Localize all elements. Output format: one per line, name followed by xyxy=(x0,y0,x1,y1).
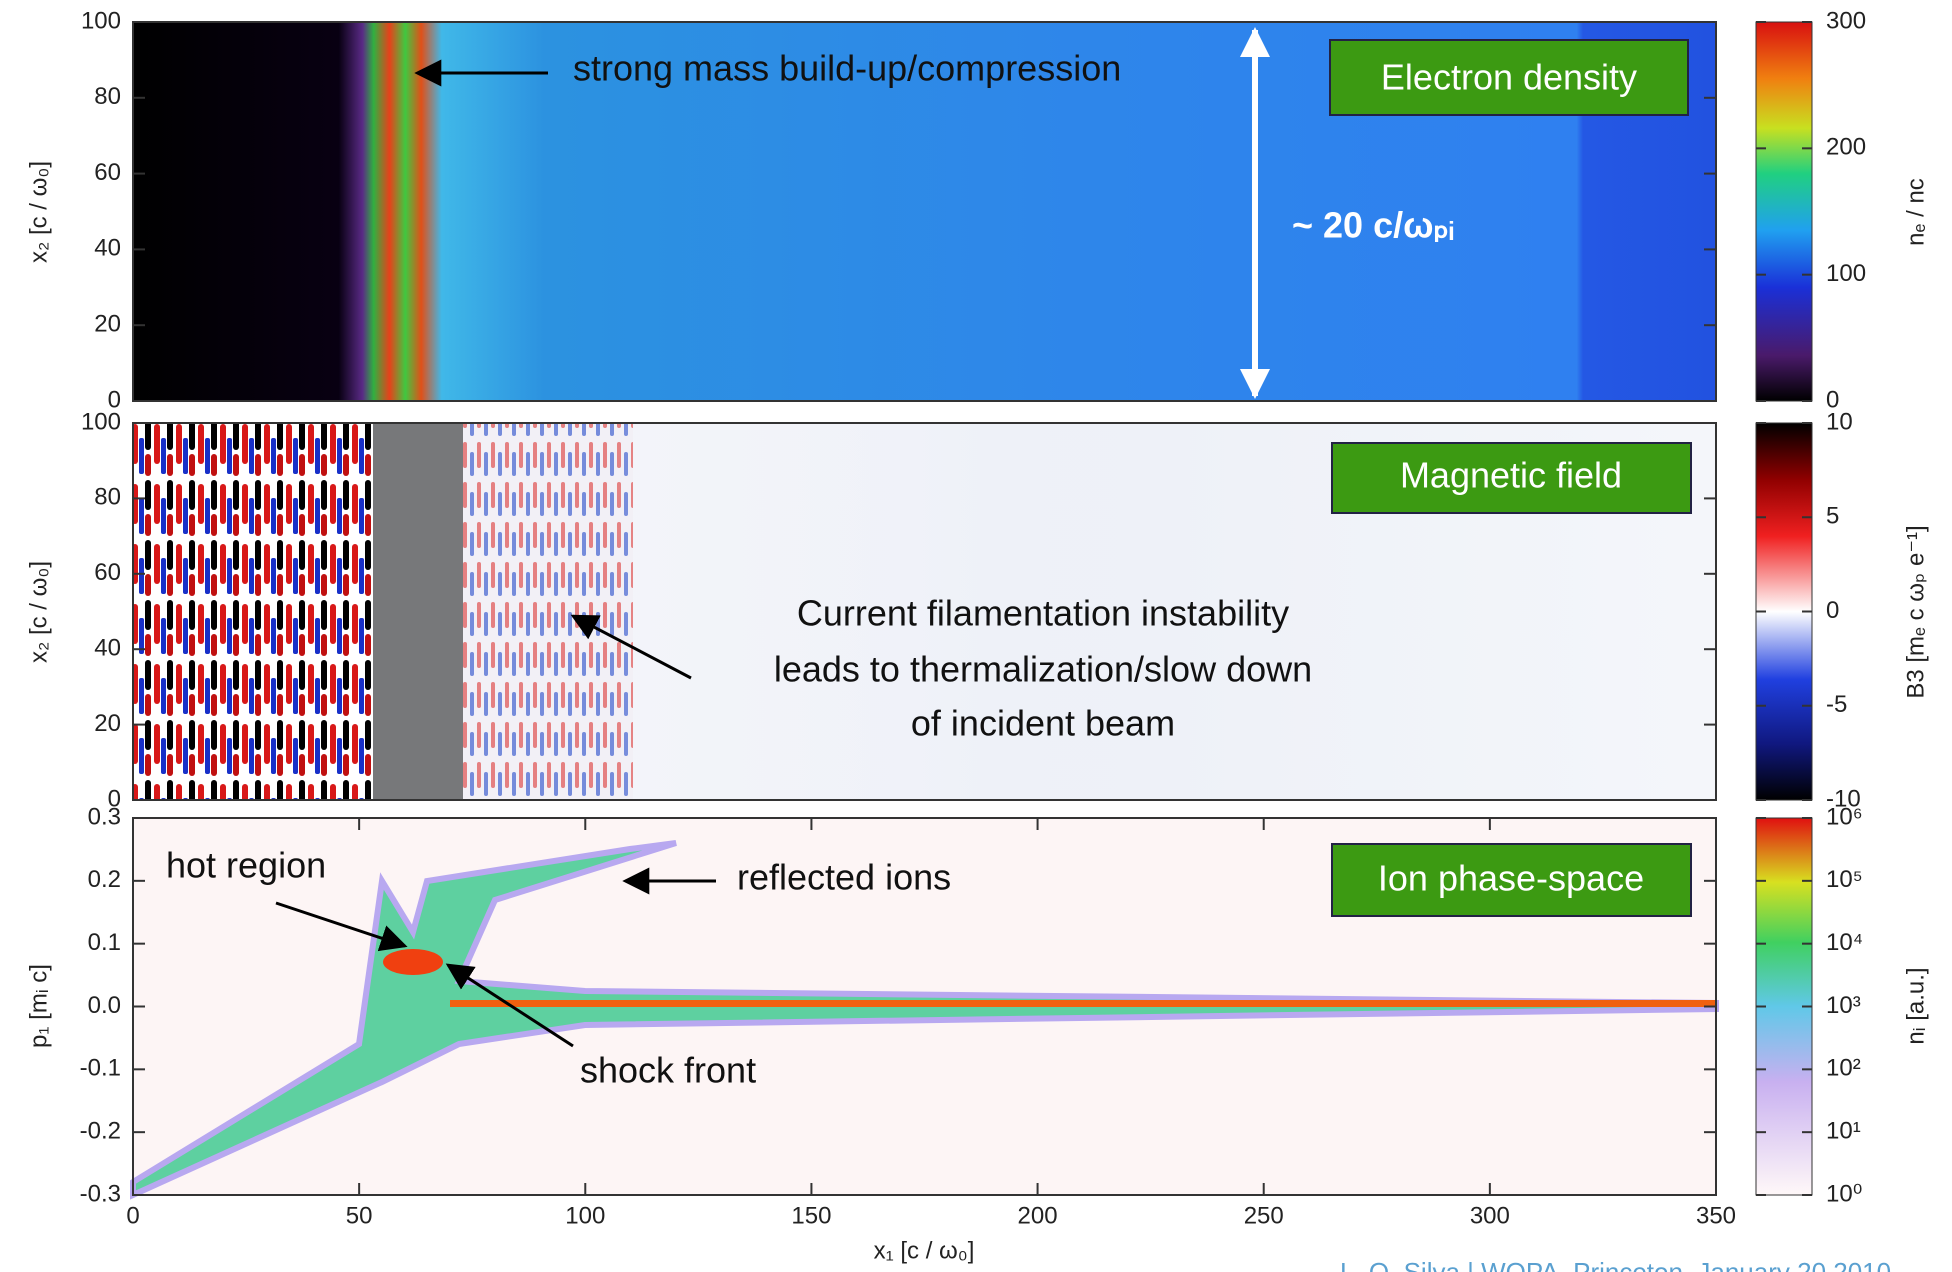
y-tick-label: 40 xyxy=(94,235,121,262)
colorbar-tick-label: 10⁰ xyxy=(1826,1180,1862,1207)
y-tick-label: 100 xyxy=(81,7,121,34)
title-box xyxy=(1331,442,1692,514)
colorbar-tick-label: 10⁶ xyxy=(1826,803,1863,830)
annotation: strong mass build-up/compression xyxy=(573,48,1121,89)
annotation: shock front xyxy=(580,1050,756,1091)
y-label: x₂ [c / ω₀] xyxy=(25,161,52,263)
y-tick-label: 0.1 xyxy=(88,929,121,956)
footer: L. O. Silva | WOPA, Princeton, January 2… xyxy=(1340,1257,1891,1272)
y-tick-label: 40 xyxy=(94,635,121,662)
arrow xyxy=(570,614,692,680)
annotation: hot region xyxy=(166,845,326,886)
title-box xyxy=(1331,843,1692,917)
x-tick-label: 50 xyxy=(346,1202,373,1229)
x-tick-label: 100 xyxy=(565,1202,605,1229)
colorbar-tick-label: 10¹ xyxy=(1826,1118,1861,1145)
colorbar-tick-label: 0 xyxy=(1826,386,1839,413)
colorbar-tick-label: 0 xyxy=(1826,597,1839,624)
y-tick-label: 0 xyxy=(108,386,121,413)
x-tick-label: 300 xyxy=(1470,1202,1510,1229)
colorbar-label: nₑ / nc xyxy=(1902,178,1929,246)
x-tick-label: 350 xyxy=(1696,1202,1736,1229)
y-label: p₁ [mᵢ c] xyxy=(25,964,52,1048)
colorbar-tick-label: 10² xyxy=(1826,1055,1861,1082)
frame xyxy=(132,422,1717,801)
y-tick-label: 80 xyxy=(94,83,121,110)
panel-title: Electron density xyxy=(1381,57,1637,98)
colorbar-tick-label: 10³ xyxy=(1826,992,1861,1019)
annotation: Current filamentation instability xyxy=(797,593,1289,634)
beam xyxy=(450,1000,1716,1007)
y-label: x₂ [c / ω₀] xyxy=(25,561,52,663)
colorbar-tick-label: -5 xyxy=(1826,691,1847,718)
colorbar-tick-label: 10⁴ xyxy=(1826,929,1863,956)
y-tick-label: 0.3 xyxy=(88,803,121,830)
y-tick-label: 100 xyxy=(81,408,121,435)
colorbar-tick-label: 5 xyxy=(1826,503,1839,530)
colorbar-tick-label: 100 xyxy=(1826,260,1866,287)
colorbar-tick-label: 10⁵ xyxy=(1826,866,1863,893)
colorbar-label: B3 [mₑ c ωₚ e⁻¹] xyxy=(1902,525,1929,698)
y-tick-label: 0.0 xyxy=(88,992,121,1019)
panel-title: Ion phase-space xyxy=(1378,858,1644,899)
annotation: leads to thermalization/slow down xyxy=(774,649,1312,690)
annotation: reflected ions xyxy=(737,857,951,898)
y-tick-label: 20 xyxy=(94,710,121,737)
y-tick-label: 20 xyxy=(94,311,121,338)
arrow xyxy=(445,963,574,1048)
x-label: x₁ [c / ω₀] xyxy=(874,1237,975,1264)
y-tick-label: 0.2 xyxy=(88,866,121,893)
y-tick-label: 80 xyxy=(94,484,121,511)
annotation: of incident beam xyxy=(911,703,1175,744)
colorbar xyxy=(1755,21,1813,402)
arrow xyxy=(275,901,408,952)
y-tick-label: 60 xyxy=(94,559,121,586)
colorbar-tick-label: 200 xyxy=(1826,134,1866,161)
y-tick-label: -0.3 xyxy=(80,1180,121,1207)
colorbar-tick-label: 10 xyxy=(1826,408,1853,435)
panel-title: Magnetic field xyxy=(1400,455,1622,496)
x-tick-label: 200 xyxy=(1018,1202,1058,1229)
x-tick-label: 0 xyxy=(126,1202,139,1229)
y-tick-label: 60 xyxy=(94,159,121,186)
colorbar-label: nᵢ [a.u.] xyxy=(1902,967,1929,1044)
colorbar-tick-label: -10 xyxy=(1826,785,1861,812)
y-tick-label: -0.1 xyxy=(80,1055,121,1082)
x-tick-label: 150 xyxy=(791,1202,831,1229)
frame xyxy=(132,21,1717,402)
y-tick-label: 0 xyxy=(108,785,121,812)
y-tick-label: -0.2 xyxy=(80,1118,121,1145)
x-tick-label: 250 xyxy=(1244,1202,1284,1229)
hot-spot xyxy=(383,949,443,975)
title-box xyxy=(1329,39,1689,116)
annotation: ~ 20 c/ωₚᵢ xyxy=(1292,205,1454,246)
filaments-dark xyxy=(373,423,463,800)
colorbar-tick-label: 300 xyxy=(1826,7,1866,34)
filaments xyxy=(133,423,373,800)
